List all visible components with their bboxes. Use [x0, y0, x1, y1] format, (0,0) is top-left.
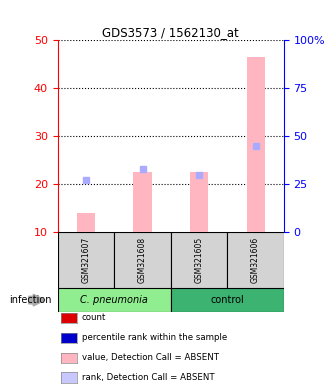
Text: GSM321607: GSM321607 — [82, 237, 90, 283]
Bar — [227, 232, 284, 288]
Text: C. pneumonia: C. pneumonia — [80, 295, 148, 305]
Bar — [171, 288, 284, 312]
Text: GSM321608: GSM321608 — [138, 237, 147, 283]
Bar — [114, 232, 171, 288]
Bar — [247, 57, 265, 232]
Text: value, Detection Call = ABSENT: value, Detection Call = ABSENT — [82, 353, 219, 362]
Text: rank, Detection Call = ABSENT: rank, Detection Call = ABSENT — [82, 373, 214, 382]
Text: control: control — [211, 295, 244, 305]
Text: percentile rank within the sample: percentile rank within the sample — [82, 333, 227, 343]
Bar — [58, 288, 171, 312]
Text: GSM321606: GSM321606 — [251, 237, 260, 283]
Bar — [133, 172, 151, 232]
FancyArrow shape — [29, 294, 45, 306]
Text: count: count — [82, 313, 106, 323]
Bar — [190, 172, 208, 232]
Title: GDS3573 / 1562130_at: GDS3573 / 1562130_at — [102, 26, 239, 39]
Bar — [77, 213, 95, 232]
Bar — [58, 232, 114, 288]
Text: GSM321605: GSM321605 — [194, 237, 204, 283]
Text: infection: infection — [9, 295, 51, 305]
Bar — [171, 232, 227, 288]
